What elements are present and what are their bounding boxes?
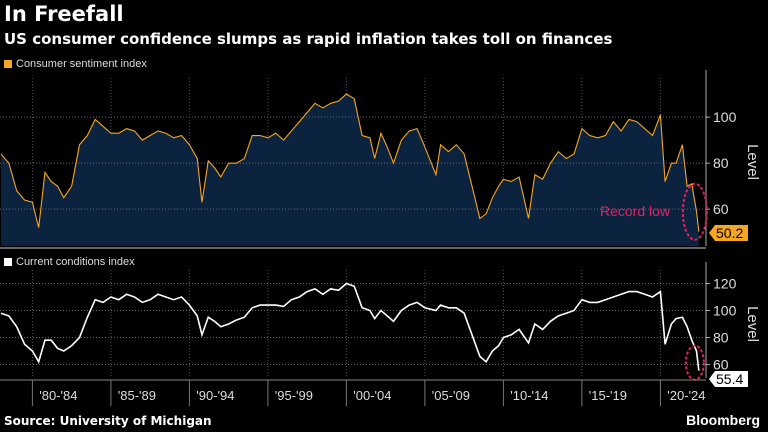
x-tick-label: '95-'99 [275, 388, 313, 403]
series-line [0, 282, 700, 371]
series-line [0, 93, 700, 232]
last-value-badge [709, 371, 748, 387]
x-tick-label: '10-'14 [510, 388, 548, 403]
legend-label: Current conditions index [16, 256, 135, 268]
x-tick-label: '80-'84 [39, 388, 77, 403]
y-tick-label: 60 [713, 201, 729, 217]
last-value-label: 55.4 [716, 371, 743, 387]
chart-subtitle: US consumer confidence slumps as rapid i… [4, 30, 613, 48]
legend-label: Consumer sentiment index [16, 58, 147, 70]
y-tick-label: 60 [713, 357, 729, 373]
y-tick-label: 100 [713, 303, 737, 319]
x-tick-label: '90-'94 [196, 388, 234, 403]
y-tick-label: 120 [713, 276, 737, 292]
legend-swatch-white [4, 258, 12, 266]
record-low-annotation: Record low [600, 203, 671, 219]
legend-consumer-sentiment: Consumer sentiment index [4, 58, 147, 70]
legend-swatch-orange [4, 60, 12, 68]
bloomberg-logo: Bloomberg [686, 412, 760, 428]
y-axis-label: Level [744, 306, 761, 342]
last-value-badge [709, 225, 748, 241]
chart-title: In Freefall [4, 2, 124, 26]
source-note: Source: University of Michigan [4, 414, 212, 428]
x-tick-label: '85-'89 [118, 388, 156, 403]
y-tick-label: 80 [713, 155, 729, 171]
x-tick-label: '00-'04 [353, 388, 391, 403]
record-low-circle [684, 344, 705, 381]
legend-current-conditions: Current conditions index [4, 256, 135, 268]
last-value-label: 50.2 [716, 225, 743, 241]
y-axis-label: Level [744, 144, 761, 180]
x-tick-label: '15-'19 [589, 388, 627, 403]
series-area-fill [1, 94, 699, 246]
y-tick-label: 100 [713, 109, 737, 125]
record-low-circle [681, 182, 708, 241]
x-tick-label: '05-'09 [432, 388, 470, 403]
x-tick-label: '20-'24 [667, 388, 705, 403]
y-tick-label: 80 [713, 330, 729, 346]
